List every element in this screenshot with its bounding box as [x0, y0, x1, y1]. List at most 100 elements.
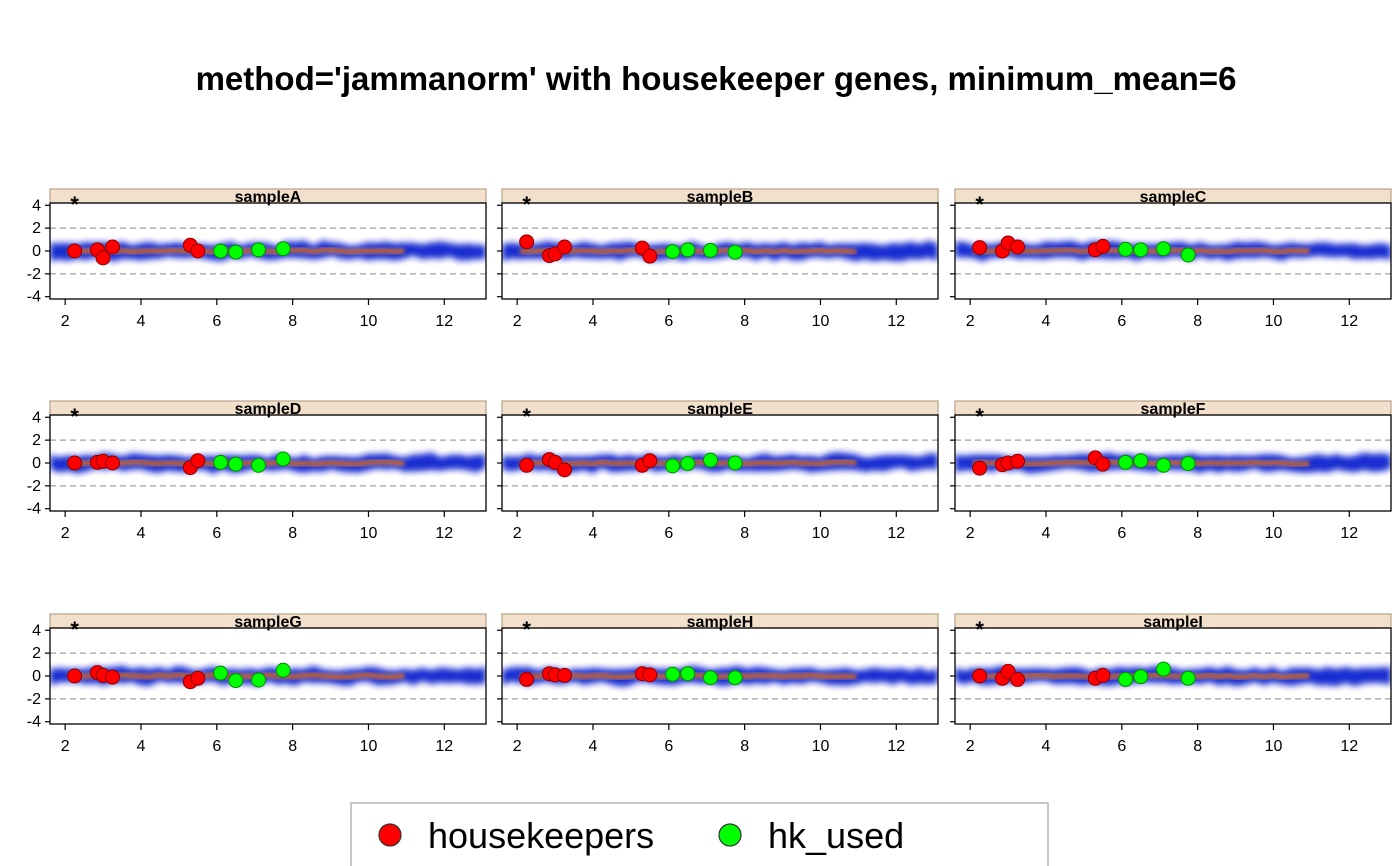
- hk-used-point: [680, 666, 696, 682]
- hk-used-point: [680, 242, 696, 258]
- x-tick-label: 4: [137, 525, 146, 542]
- panel-title: sampleF: [1141, 401, 1206, 418]
- x-tick-label: 8: [288, 525, 297, 542]
- x-tick-label: 6: [1117, 525, 1126, 542]
- panel-title: sampleA: [235, 189, 302, 206]
- x-tick-label: 4: [589, 738, 598, 755]
- x-tick-label: 8: [1193, 525, 1202, 542]
- star-marker: *: [975, 404, 984, 429]
- legend-marker: [378, 823, 402, 847]
- y-tick-label: -4: [27, 501, 41, 518]
- housekeeper-point: [557, 462, 573, 478]
- legend: housekeepers hk_used: [350, 802, 1049, 866]
- hk-used-point: [1133, 242, 1149, 258]
- hk-used-point: [1180, 247, 1196, 263]
- star-marker: *: [522, 404, 531, 429]
- legend-marker: [718, 823, 742, 847]
- x-tick-label: 10: [812, 313, 830, 330]
- star-marker: *: [975, 192, 984, 217]
- y-tick-label: 4: [32, 409, 41, 426]
- x-tick-label: 10: [360, 313, 378, 330]
- panel-title: sampleE: [687, 401, 753, 418]
- panel-title: sampleD: [235, 401, 302, 418]
- panel-sampleC: sampleC * 2 4 6 8 10 12: [950, 188, 1392, 330]
- x-tick-label: 2: [513, 525, 522, 542]
- hk-used-point: [1180, 456, 1196, 472]
- housekeeper-point: [105, 669, 121, 685]
- hk-used-point: [1118, 241, 1134, 257]
- star-marker: *: [70, 192, 79, 217]
- x-tick-label: 4: [137, 738, 146, 755]
- y-tick-label: 2: [32, 645, 41, 662]
- hk-used-point: [275, 451, 291, 467]
- panel-sampleI: sampleI * 2 4 6 8 10 12: [950, 613, 1392, 755]
- hk-used-point: [1180, 670, 1196, 686]
- hk-used-point: [213, 243, 229, 259]
- housekeeper-point: [519, 234, 535, 250]
- hk-used-point: [228, 244, 244, 260]
- panel-sampleA: sampleA * 4 2 0 -2 -4 2 4 6 8 10 12: [27, 188, 487, 330]
- x-tick-label: 4: [137, 313, 146, 330]
- x-tick-label: 2: [966, 738, 975, 755]
- housekeeper-point: [972, 240, 988, 256]
- x-tick-label: 12: [887, 313, 905, 330]
- x-tick-label: 4: [589, 313, 598, 330]
- x-tick-label: 2: [513, 313, 522, 330]
- x-tick-label: 8: [1193, 313, 1202, 330]
- x-tick-label: 12: [1340, 525, 1358, 542]
- housekeeper-point: [67, 243, 83, 259]
- hk-used-point: [665, 458, 681, 474]
- housekeeper-point: [519, 671, 535, 687]
- x-tick-label: 10: [1265, 313, 1283, 330]
- chart-title: method='jammanorm' with housekeeper gene…: [196, 60, 1237, 97]
- x-tick-label: 8: [288, 738, 297, 755]
- x-tick-label: 12: [435, 738, 453, 755]
- hk-used-point: [665, 666, 681, 682]
- housekeeper-point: [557, 667, 573, 683]
- x-tick-label: 8: [1193, 738, 1202, 755]
- hk-used-point: [1118, 454, 1134, 470]
- y-tick-label: -4: [27, 714, 41, 731]
- housekeeper-point: [67, 455, 83, 471]
- legend-label: hk_used: [768, 815, 904, 856]
- legend-box: [350, 802, 1049, 866]
- housekeeper-point: [1010, 453, 1026, 469]
- x-tick-label: 12: [887, 738, 905, 755]
- x-tick-label: 12: [887, 525, 905, 542]
- panel-sampleH: sampleH * 2 4 6 8 10 12: [497, 613, 939, 755]
- housekeeper-point: [105, 455, 121, 471]
- x-tick-label: 4: [589, 525, 598, 542]
- x-tick-label: 10: [812, 738, 830, 755]
- housekeeper-point: [1010, 239, 1026, 255]
- hk-used-point: [727, 670, 743, 686]
- x-tick-label: 10: [1265, 738, 1283, 755]
- x-tick-label: 10: [360, 525, 378, 542]
- x-tick-label: 8: [288, 313, 297, 330]
- x-tick-label: 2: [61, 313, 70, 330]
- hk-used-point: [665, 244, 681, 260]
- hk-used-point: [1156, 457, 1172, 473]
- x-tick-label: 12: [435, 525, 453, 542]
- legend-label: housekeepers: [428, 815, 654, 856]
- housekeeper-point: [1095, 238, 1111, 254]
- x-tick-label: 2: [513, 738, 522, 755]
- hk-used-point: [213, 454, 229, 470]
- x-tick-label: 6: [212, 738, 221, 755]
- housekeeper-point: [190, 243, 206, 259]
- hk-used-point: [1156, 241, 1172, 257]
- housekeeper-point: [557, 239, 573, 255]
- housekeeper-point: [972, 460, 988, 476]
- housekeeper-point: [519, 457, 535, 473]
- star-marker: *: [522, 192, 531, 217]
- hk-used-point: [251, 672, 267, 688]
- hk-used-point: [275, 241, 291, 257]
- x-tick-label: 4: [1042, 525, 1051, 542]
- hk-used-point: [213, 665, 229, 681]
- x-tick-label: 10: [360, 738, 378, 755]
- x-tick-label: 4: [1042, 313, 1051, 330]
- x-tick-label: 2: [966, 313, 975, 330]
- y-tick-label: 4: [32, 622, 41, 639]
- housekeeper-point: [190, 453, 206, 469]
- x-tick-label: 12: [1340, 738, 1358, 755]
